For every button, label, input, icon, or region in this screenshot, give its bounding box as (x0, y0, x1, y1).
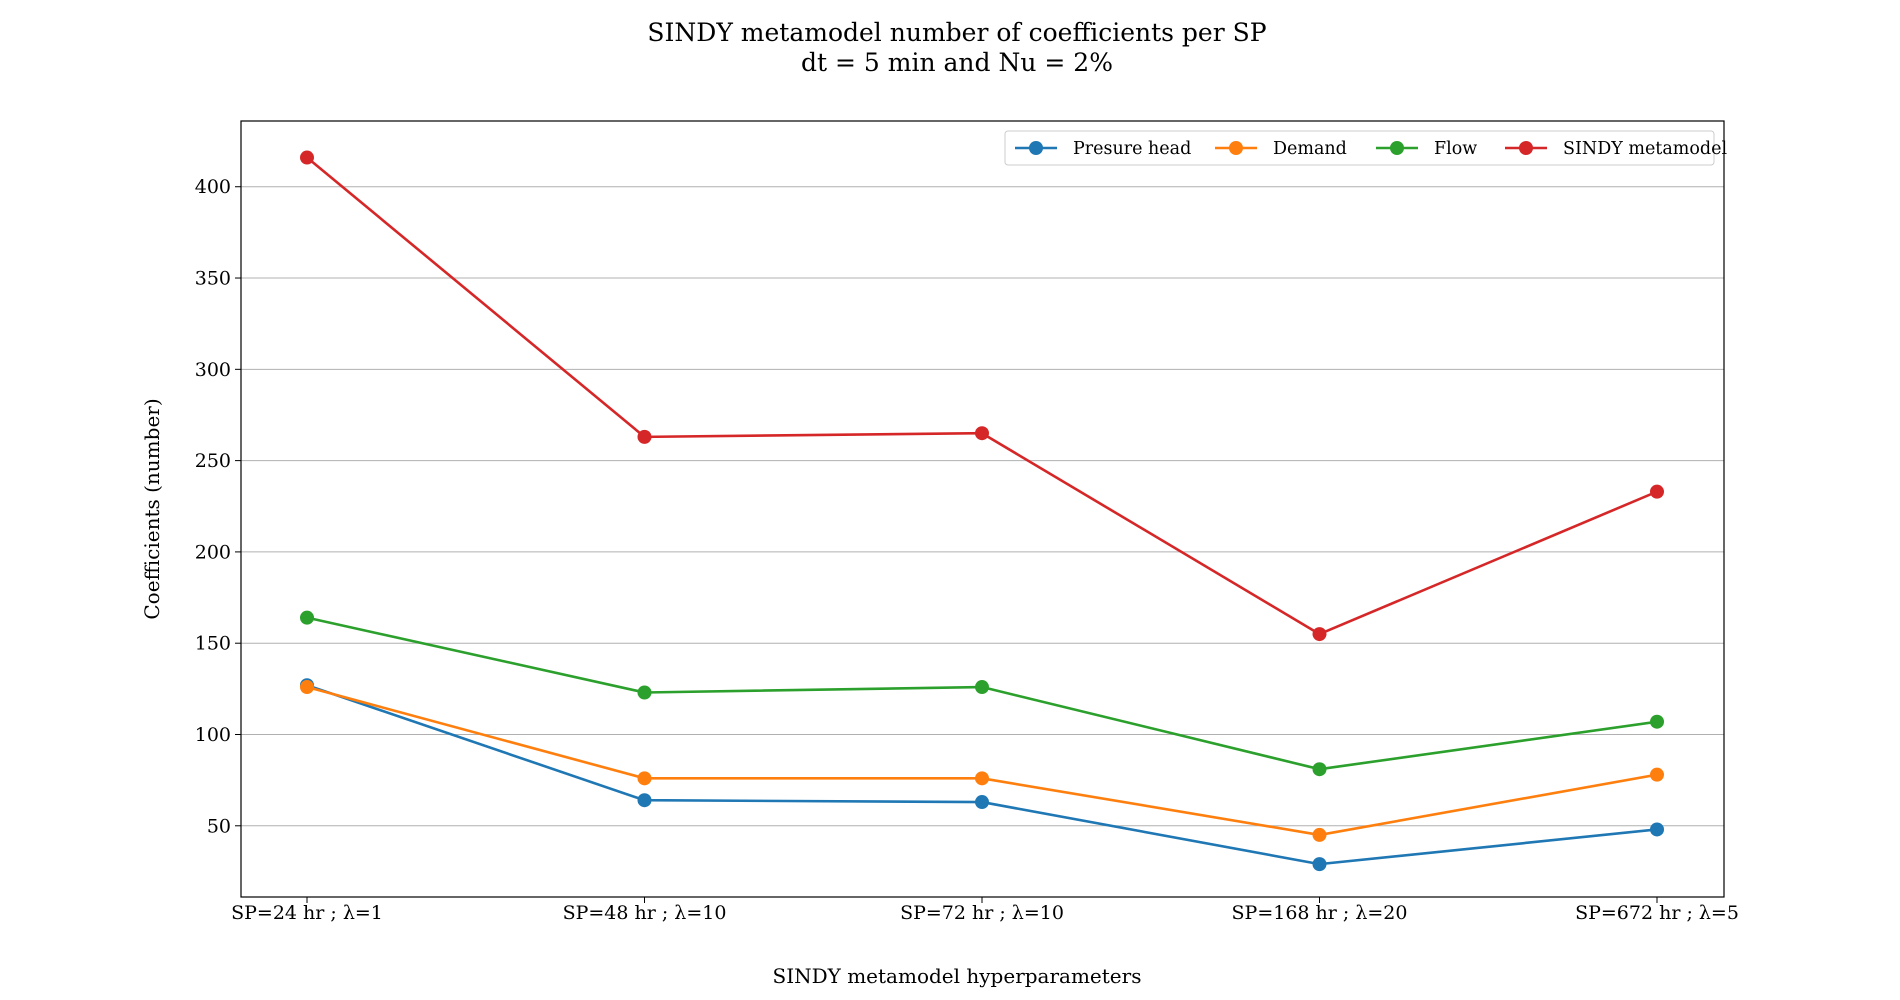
data-point (1650, 767, 1664, 782)
y-tick-label: 350 (195, 268, 231, 290)
legend-label: Presure head (1073, 139, 1191, 159)
x-tick-label: SP=24 hr ; λ=1 (231, 902, 383, 924)
chart-subtitle: dt = 5 min and Nu = 2% (801, 48, 1113, 77)
y-tick-label: 100 (195, 724, 231, 746)
data-point (975, 795, 989, 810)
y-tick-label: 250 (195, 450, 231, 472)
x-axis-ticks: SP=24 hr ; λ=1 SP=48 hr ; λ=10 SP=72 hr ; … (231, 897, 1739, 924)
data-point (1312, 762, 1327, 777)
legend-label: Flow (1434, 139, 1477, 159)
data-point (975, 771, 989, 786)
x-tick-label: SP=168 hr ; λ=20 (1232, 902, 1408, 924)
data-series (300, 150, 1664, 872)
legend-marker (1390, 141, 1404, 155)
y-tick-label: 300 (195, 359, 231, 381)
legend-marker (1229, 141, 1243, 155)
legend: Presure head Demand Flow SINDY metamodel (1004, 130, 1727, 166)
data-point (637, 771, 652, 786)
x-tick-label: SP=672 hr ; λ=5 (1575, 902, 1739, 924)
data-point (975, 680, 989, 695)
data-point (637, 429, 652, 444)
data-point (300, 610, 314, 625)
data-point (1650, 822, 1664, 837)
series-demand (300, 680, 1664, 842)
legend-entry: Flow (1376, 139, 1477, 159)
data-point (637, 685, 652, 700)
legend-marker (1029, 141, 1043, 155)
legend-entry: Demand (1215, 139, 1347, 159)
y-axis-label: Coefficients (number) (140, 398, 164, 619)
y-axis-ticks: 50 100 150 200 250 300 350 400 (195, 176, 241, 837)
data-point (1312, 827, 1327, 842)
legend-marker (1519, 141, 1533, 155)
x-tick-label: SP=72 hr ; λ=10 (900, 902, 1064, 924)
grid-lines (241, 186, 1724, 827)
data-point (637, 793, 652, 808)
y-tick-label: 400 (195, 176, 231, 198)
legend-entry: Presure head (1015, 139, 1191, 159)
data-point (975, 426, 989, 441)
data-point (300, 150, 314, 165)
legend-label: SINDY metamodel (1563, 139, 1727, 159)
series-sindy-metamodel (300, 150, 1664, 642)
legend-frame (1004, 130, 1715, 166)
y-tick-label: 200 (195, 541, 231, 563)
y-tick-label: 50 (207, 815, 231, 837)
chart-title: SINDY metamodel number of coefficients p… (647, 18, 1266, 47)
data-point (1650, 484, 1664, 499)
y-tick-label: 150 (195, 633, 231, 655)
x-tick-label: SP=48 hr ; λ=10 (563, 902, 727, 924)
data-point (300, 680, 314, 695)
series-flow (300, 610, 1664, 777)
data-point (1312, 857, 1327, 872)
legend-entry: SINDY metamodel (1505, 139, 1727, 159)
legend-label: Demand (1273, 139, 1347, 159)
data-point (1650, 714, 1664, 729)
data-point (1312, 627, 1327, 642)
plot-frame (240, 120, 1725, 898)
x-axis-label: SINDY metamodel hyperparameters (773, 964, 1142, 988)
